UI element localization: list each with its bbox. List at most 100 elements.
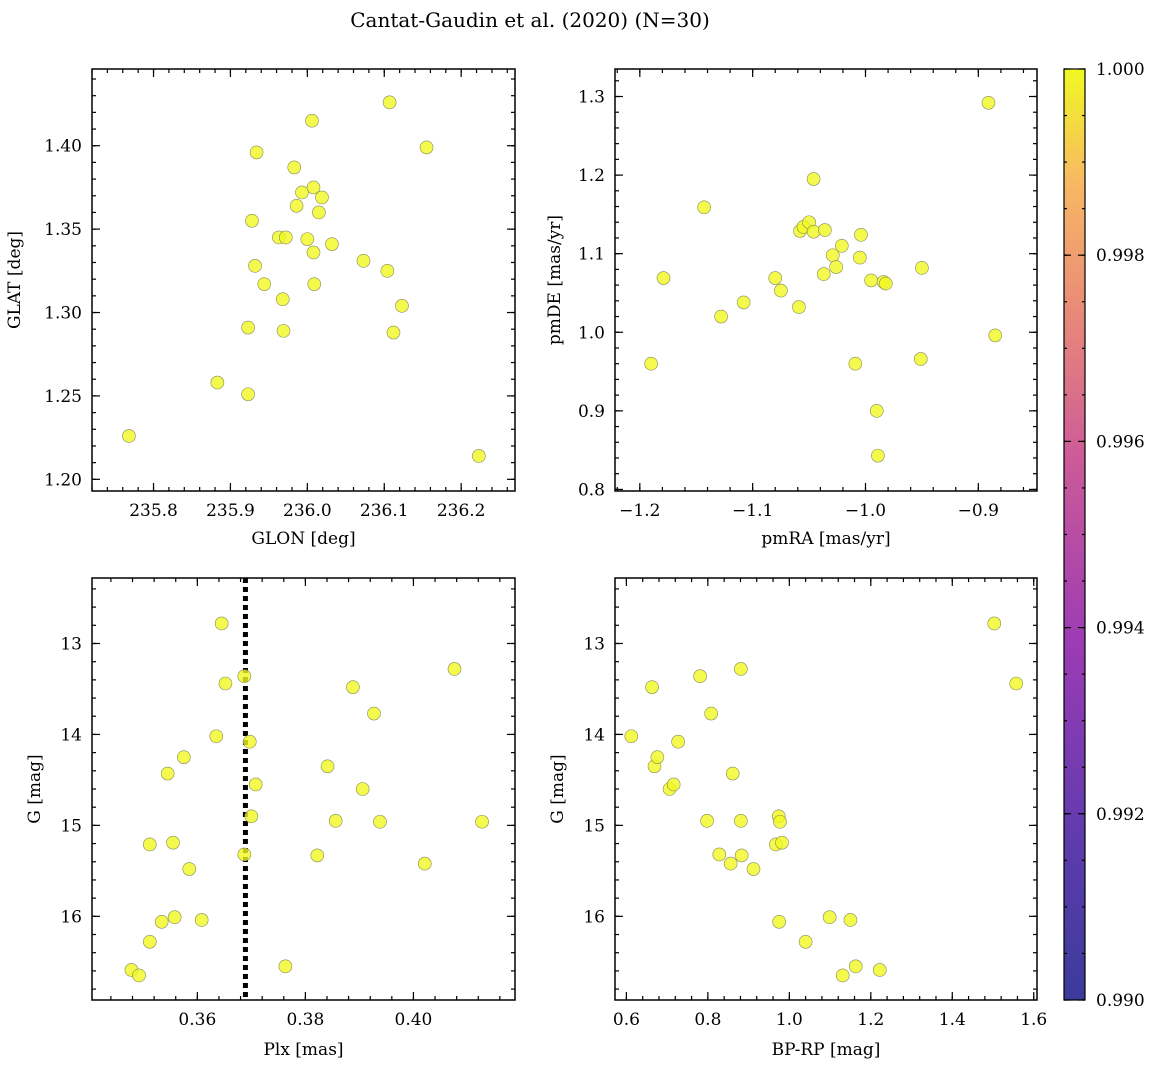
data-point: [275, 292, 290, 306]
data-point: [382, 95, 397, 110]
data-point: [869, 404, 884, 418]
axes-frame: [91, 577, 516, 1001]
y-tick-label: 15: [583, 816, 605, 836]
data-point: [734, 662, 748, 676]
data-point: [166, 835, 180, 850]
data-point: [913, 352, 928, 366]
data-point: [315, 190, 329, 205]
data-point: [279, 230, 293, 245]
data-point: [650, 750, 665, 764]
data-point: [395, 299, 409, 313]
data-point: [671, 734, 685, 749]
data-point: [697, 200, 711, 215]
data-point: [704, 706, 718, 721]
colorbar-bar: [1063, 68, 1086, 1001]
y-tick-label: 1.35: [44, 220, 82, 240]
x-tick-label: 236.0: [283, 501, 332, 521]
data-point: [981, 95, 996, 110]
data-point: [325, 237, 339, 251]
figure-title: Cantat-Gaudin et al. (2020) (N=30): [350, 8, 710, 32]
y-tick-label: 13: [583, 634, 605, 654]
y-tick-label: 1.3: [578, 88, 605, 108]
data-point: [915, 261, 929, 275]
data-point: [257, 277, 272, 291]
data-point: [712, 847, 727, 862]
data-point: [775, 835, 789, 850]
data-point: [305, 113, 319, 128]
data-point: [328, 814, 343, 828]
data-point: [645, 680, 659, 694]
y-axis-label: G [mag]: [548, 754, 568, 823]
data-point: [864, 273, 878, 288]
data-point: [736, 295, 751, 310]
data-point: [160, 766, 175, 781]
data-point: [210, 375, 225, 390]
data-point: [843, 913, 858, 927]
data-point: [310, 848, 325, 863]
x-tick-label: 235.8: [129, 501, 178, 521]
data-point: [177, 750, 191, 764]
data-point: [822, 910, 837, 925]
scatter-panel-bprp-g: 0.6 0.8 1.0 1.2 1.4 1.6 13 14 15 16 BP-RP [mag] G […: [548, 577, 1047, 1060]
data-point: [346, 680, 360, 694]
data-point: [306, 180, 321, 195]
x-tick-label: 235.9: [206, 501, 255, 521]
data-point: [245, 213, 259, 228]
y-tick-label: 13: [60, 634, 82, 654]
data-point: [666, 777, 681, 792]
data-point: [746, 862, 761, 876]
data-point: [871, 448, 885, 463]
data-point: [182, 862, 197, 876]
x-axis-label: Plx [mas]: [263, 1040, 343, 1060]
data-point: [380, 264, 395, 278]
y-axis-label: pmDE [mas/yr]: [545, 215, 565, 345]
data-point: [367, 706, 381, 721]
data-point: [656, 271, 671, 285]
data-point: [734, 814, 748, 828]
x-tick-label: 236.1: [360, 501, 409, 521]
data-point: [122, 429, 136, 443]
data-point: [278, 959, 293, 974]
data-point: [312, 205, 326, 220]
data-point: [194, 913, 209, 927]
y-tick-label: 15: [60, 816, 82, 836]
colorbar-tick-label: 0.996: [1096, 432, 1145, 452]
data-point: [320, 759, 335, 774]
data-point: [834, 239, 849, 253]
data-point: [693, 669, 707, 684]
data-point: [237, 669, 252, 684]
x-tick-label: −0.9: [958, 501, 999, 521]
data-point: [306, 245, 321, 260]
colorbar-tick-label: 0.998: [1096, 246, 1145, 266]
data-point: [806, 224, 821, 239]
data-point: [818, 223, 832, 237]
x-tick-label: −1.0: [845, 501, 886, 521]
data-point: [835, 968, 850, 983]
data-point: [143, 934, 157, 949]
data-point: [307, 277, 322, 291]
data-point: [237, 847, 252, 862]
x-tick-label: 1.6: [1020, 1010, 1047, 1030]
data-point: [879, 276, 893, 291]
data-point: [241, 320, 255, 335]
data-point: [289, 198, 304, 213]
y-tick-label: 14: [60, 725, 82, 745]
y-tick-label: 0.8: [578, 480, 605, 500]
data-point: [218, 676, 233, 691]
data-point: [248, 777, 263, 792]
data-point: [132, 968, 146, 983]
data-point: [244, 809, 259, 824]
x-axis-label: GLON [deg]: [251, 529, 355, 549]
scatter-panel-plx-g: 0.36 0.38 0.40 13 14 15 16 Plx [mas] G [mag]: [25, 577, 516, 1060]
data-point: [300, 232, 315, 246]
data-point: [386, 325, 401, 340]
data-point: [373, 814, 387, 829]
data-point: [355, 782, 370, 796]
scatter-panel-pmra-pmde: −1.2 −1.1 −1.0 −0.9 0.8 0.9 1.0 1.1 1.2 1.3 pmRA […: [545, 68, 1038, 549]
data-point: [987, 616, 1002, 631]
data-point: [988, 328, 1003, 343]
y-tick-label: 14: [583, 725, 605, 745]
colorbar-ticks: 0.990 0.992 0.994 0.996 0.998 1.000: [1064, 60, 1145, 1011]
data-point: [854, 228, 868, 242]
